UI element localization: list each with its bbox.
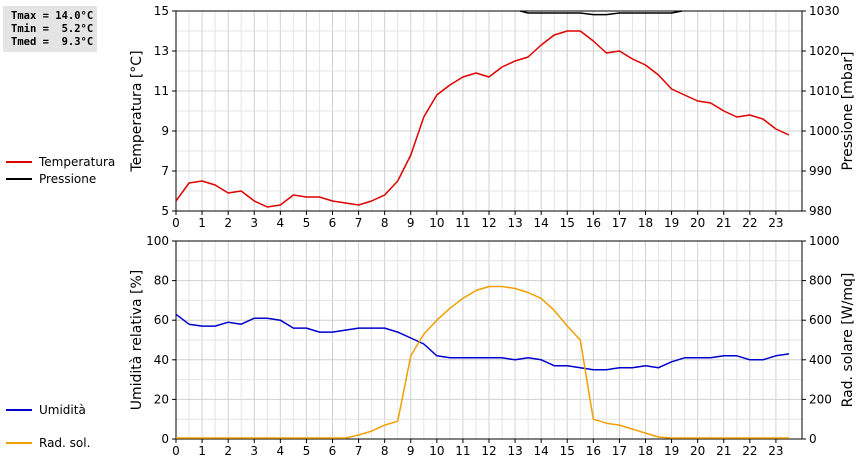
series-line-pressione	[520, 10, 683, 16]
bottom-y2-axis-label: Rad. solare [W/mq]	[840, 273, 856, 408]
legend-rad-sol: Rad. sol.	[6, 435, 126, 451]
bottom-y-tick-label: 20	[154, 392, 169, 406]
bottom-x-tick-label: 19	[664, 444, 679, 458]
legend-pressione: Pressione	[6, 171, 126, 187]
bottom-x-tick-label: 0	[172, 444, 180, 458]
series-line-temperatura	[176, 30, 790, 208]
top-y-tick-label: 9	[161, 124, 169, 138]
top-x-tick-label: 23	[768, 216, 783, 230]
top-y-tick-label: 7	[161, 164, 169, 178]
legend-swatch-umidita	[6, 409, 32, 411]
bottom-x-tick-label: 17	[612, 444, 627, 458]
legend-label-pressione: Pressione	[39, 172, 97, 186]
top-y2-tick-label: 980	[809, 204, 832, 218]
top-x-tick-label: 14	[534, 216, 549, 230]
top-x-tick-label: 12	[481, 216, 496, 230]
top-y2-tick-label: 1020	[809, 44, 840, 58]
top-y2-tick-label: 990	[809, 164, 832, 178]
bottom-y-tick-label: 80	[154, 274, 169, 288]
bottom-x-tick-label: 16	[586, 444, 601, 458]
bottom-x-tick-label: 3	[250, 444, 258, 458]
top-x-tick-label: 22	[742, 216, 757, 230]
bottom-x-tick-label: 1	[198, 444, 206, 458]
top-y-tick-label: 11	[154, 84, 169, 98]
top-x-tick-label: 15	[560, 216, 575, 230]
bottom-x-tick-label: 5	[303, 444, 311, 458]
top-x-tick-label: 13	[507, 216, 522, 230]
bottom-x-tick-label: 21	[716, 444, 731, 458]
bottom-x-tick-label: 18	[638, 444, 653, 458]
tmed-text: Tmed = 9.3°C	[11, 36, 94, 48]
top-y2-tick-label: 1000	[809, 124, 840, 138]
bottom-x-tick-label: 11	[455, 444, 470, 458]
top-y2-axis-label: Pressione [mbar]	[840, 51, 856, 170]
legend-swatch-temperatura	[6, 161, 32, 163]
bottom-y2-tick-label: 800	[809, 274, 832, 288]
tmin-text: Tmin = 5.2°C	[11, 23, 94, 35]
bottom-y2-tick-label: 600	[809, 313, 832, 327]
bottom-y-axis-label: Umidità relativa [%]	[129, 270, 145, 411]
top-x-tick-label: 11	[455, 216, 470, 230]
legend-label-umidita: Umidità	[39, 403, 86, 417]
top-x-tick-label: 1	[198, 216, 206, 230]
bottom-y-tick-label: 0	[161, 432, 169, 446]
bottom-y-tick-label: 100	[146, 234, 169, 248]
bottom-x-tick-label: 8	[381, 444, 389, 458]
top-y2-tick-label: 1030	[809, 4, 840, 18]
top-y-axis-label: Temperatura [°C]	[129, 50, 145, 172]
bottom-x-tick-label: 14	[534, 444, 549, 458]
bottom-x-tick-label: 23	[768, 444, 783, 458]
top-x-tick-label: 21	[716, 216, 731, 230]
stats-box: Tmax = 14.0°C Tmin = 5.2°C Tmed = 9.3°C	[3, 6, 97, 52]
legend-swatch-pressione	[6, 178, 32, 180]
top-y-tick-label: 13	[154, 44, 169, 58]
bottom-y2-tick-label: 0	[809, 432, 817, 446]
top-x-tick-label: 2	[224, 216, 232, 230]
top-x-tick-label: 4	[277, 216, 285, 230]
top-y2-tick-label: 1010	[809, 84, 840, 98]
bottom-x-tick-label: 22	[742, 444, 757, 458]
top-x-tick-label: 5	[303, 216, 311, 230]
legend-umidita: Umidità	[6, 402, 126, 418]
top-x-tick-label: 18	[638, 216, 653, 230]
top-x-tick-label: 9	[407, 216, 415, 230]
bottom-x-tick-label: 6	[329, 444, 337, 458]
bottom-x-tick-label: 10	[429, 444, 444, 458]
bottom-x-tick-label: 4	[277, 444, 285, 458]
top-x-tick-label: 10	[429, 216, 444, 230]
legend-swatch-rad-sol	[6, 442, 32, 444]
series-line-umidit	[176, 313, 790, 371]
top-y-tick-label: 5	[161, 204, 169, 218]
series-line-rad-sol	[176, 285, 789, 439]
bottom-x-tick-label: 9	[407, 444, 415, 458]
bottom-y2-tick-label: 1000	[809, 234, 840, 248]
bottom-y-tick-label: 60	[154, 313, 169, 327]
bottom-x-tick-label: 2	[224, 444, 232, 458]
top-x-tick-label: 19	[664, 216, 679, 230]
top-x-tick-label: 6	[329, 216, 337, 230]
legend-temperatura: Temperatura	[6, 154, 126, 170]
top-x-tick-label: 20	[690, 216, 705, 230]
legend-label-rad-sol: Rad. sol.	[39, 436, 91, 450]
top-x-tick-label: 17	[612, 216, 627, 230]
top-x-tick-label: 3	[250, 216, 258, 230]
tmax-text: Tmax = 14.0°C	[11, 10, 94, 22]
bottom-x-tick-label: 12	[481, 444, 496, 458]
bottom-y2-tick-label: 200	[809, 392, 832, 406]
bottom-y-tick-label: 40	[154, 353, 169, 367]
top-x-tick-label: 0	[172, 216, 180, 230]
bottom-x-tick-label: 13	[507, 444, 522, 458]
bottom-y2-tick-label: 400	[809, 353, 832, 367]
bottom-x-tick-label: 20	[690, 444, 705, 458]
bottom-x-tick-label: 15	[560, 444, 575, 458]
bottom-x-tick-label: 7	[355, 444, 363, 458]
top-y-tick-label: 15	[154, 4, 169, 18]
top-x-tick-label: 16	[586, 216, 601, 230]
top-x-tick-label: 7	[355, 216, 363, 230]
top-x-tick-label: 8	[381, 216, 389, 230]
legend-label-temperatura: Temperatura	[39, 155, 116, 169]
